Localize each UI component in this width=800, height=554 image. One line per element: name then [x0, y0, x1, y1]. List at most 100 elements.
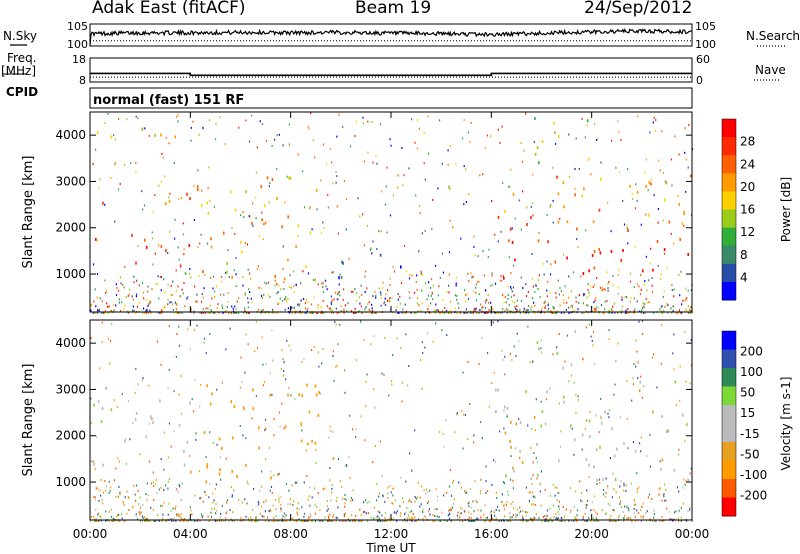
velocity-cell: [526, 520, 528, 522]
velocity-cell: [245, 463, 247, 467]
velocity-cell: [608, 416, 610, 419]
velocity-cell: [623, 442, 625, 445]
power-cell: [537, 239, 540, 243]
velocity-cell: [661, 415, 663, 419]
power-cell: [681, 311, 683, 314]
velocity-cell: [600, 415, 602, 418]
power-cell: [118, 118, 120, 121]
velocity-cell: [638, 320, 640, 323]
velocity-cell: [351, 514, 353, 517]
power-cell: [466, 311, 468, 314]
power-cell: [362, 116, 364, 119]
velocity-cell: [176, 514, 178, 517]
velocity-colorbar-swatch: [722, 479, 736, 498]
velocity-cell: [542, 516, 544, 519]
velocity-cell: [232, 511, 234, 514]
velocity-cell: [132, 484, 135, 487]
power-cell: [179, 264, 182, 268]
power-cell: [663, 248, 666, 251]
power-cell: [599, 251, 602, 255]
power-cell: [606, 300, 608, 303]
velocity-cell: [573, 505, 575, 508]
velocity-cell: [404, 512, 406, 514]
power-cell: [463, 203, 465, 206]
velocity-cell: [365, 380, 367, 383]
velocity-cell: [326, 505, 328, 507]
power-cell: [617, 292, 619, 295]
power-cell: [338, 283, 340, 286]
velocity-cell: [381, 474, 383, 477]
velocity-cell: [244, 371, 246, 374]
power-cell: [143, 297, 145, 300]
power-cell: [372, 161, 374, 164]
power-frame: [89, 111, 693, 313]
velocity-cell: [661, 499, 663, 502]
velocity-cell: [110, 408, 113, 412]
velocity-cell: [349, 414, 351, 417]
power-cell: [621, 305, 624, 308]
velocity-cell: [296, 507, 298, 510]
power-colorbar-tick-label: 24: [740, 157, 755, 171]
power-cell: [381, 190, 383, 193]
power-cell: [584, 293, 586, 296]
velocity-cell: [134, 417, 137, 421]
power-cell: [142, 208, 144, 211]
velocity-cell: [586, 419, 588, 422]
power-cell: [148, 303, 150, 306]
velocity-cell: [298, 518, 300, 521]
velocity-cell: [402, 501, 405, 504]
velocity-cell: [378, 492, 380, 495]
velocity-cell: [625, 489, 627, 492]
velocity-cell: [270, 486, 273, 488]
power-cell: [590, 173, 592, 176]
velocity-cell: [272, 504, 274, 507]
power-cell: [210, 237, 212, 241]
velocity-cell: [678, 490, 680, 493]
velocity-cell: [215, 512, 217, 515]
power-cell: [320, 231, 323, 234]
velocity-cell: [387, 486, 389, 489]
power-cell: [484, 307, 487, 309]
power-cell: [644, 303, 646, 305]
velocity-cell: [575, 411, 577, 414]
power-cell: [634, 207, 637, 210]
power-cell: [578, 301, 580, 304]
power-cell: [215, 138, 217, 141]
power-cell: [670, 232, 672, 235]
power-cell: [129, 288, 131, 291]
power-cell: [430, 302, 432, 305]
power-cell: [626, 223, 628, 226]
power-cell: [314, 156, 316, 159]
velocity-cell: [194, 378, 196, 381]
power-cell: [683, 212, 685, 216]
velocity-cell: [314, 487, 316, 490]
velocity-cell: [636, 490, 638, 493]
velocity-cell: [540, 351, 543, 354]
power-cell: [685, 190, 687, 193]
power-cell: [242, 211, 244, 213]
power-cell: [448, 273, 450, 276]
power-cell: [408, 291, 410, 294]
velocity-cell: [181, 518, 183, 521]
power-cell: [263, 204, 266, 208]
velocity-cell: [267, 516, 269, 519]
power-cell: [202, 126, 204, 129]
velocity-cell: [322, 348, 324, 350]
velocity-cell: [623, 516, 625, 519]
power-cell: [265, 139, 267, 142]
power-colorbar-swatch: [722, 119, 736, 138]
power-cell: [645, 158, 647, 161]
velocity-cell: [155, 520, 157, 522]
velocity-cell: [168, 478, 170, 480]
power-cell: [184, 305, 186, 308]
velocity-cell: [244, 498, 246, 501]
power-cell: [297, 224, 300, 228]
velocity-cell: [326, 499, 328, 502]
power-cell: [672, 309, 674, 312]
velocity-cell: [427, 490, 429, 493]
velocity-cell: [600, 417, 602, 420]
power-cell: [348, 257, 350, 260]
velocity-cell: [581, 433, 584, 437]
power-cell: [622, 199, 624, 202]
velocity-cell: [629, 516, 631, 519]
